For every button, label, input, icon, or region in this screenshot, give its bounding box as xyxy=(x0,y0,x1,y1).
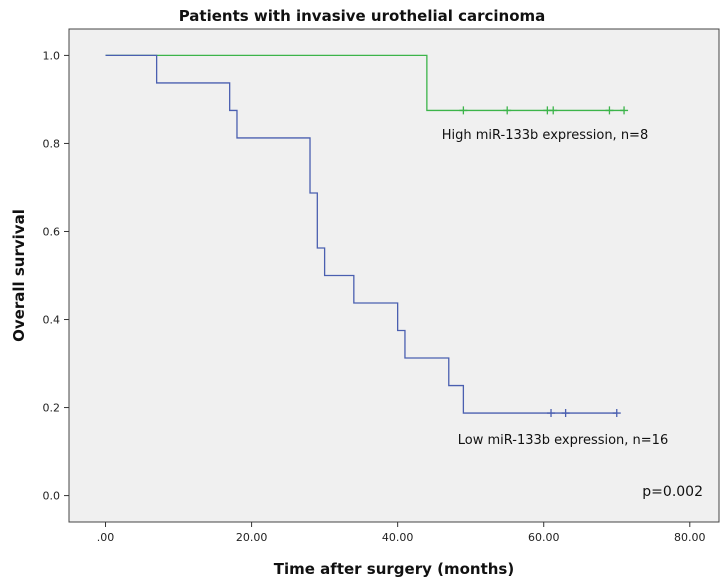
plot-area xyxy=(68,28,720,523)
censor-mark xyxy=(547,409,556,418)
x-tick-label: 20.00 xyxy=(236,531,268,544)
censor-mark xyxy=(612,409,621,418)
censor-mark xyxy=(459,106,468,115)
p-value-label: p=0.002 xyxy=(642,484,703,500)
x-tick-label: .00 xyxy=(97,531,115,544)
chart-title: Patients with invasive urothelial carcin… xyxy=(179,7,546,25)
x-tick-label: 80.00 xyxy=(674,531,706,544)
x-tick-label: 60.00 xyxy=(528,531,560,544)
x-axis: .00 20.00 40.00 60.00 80.00 xyxy=(97,522,706,544)
series-group: High miR-133b expression, n=8 Low miR-133… xyxy=(105,54,668,448)
y-axis: 0.0 0.2 0.4 0.6 0.8 1.0 xyxy=(43,49,69,503)
survival-curve-high xyxy=(105,54,625,112)
series-label: Low miR-133b expression, n=16 xyxy=(458,433,668,448)
y-tick-label: 0.6 xyxy=(43,225,61,238)
annotations: p=0.002 xyxy=(642,484,703,500)
censor-mark xyxy=(620,106,629,115)
censor-mark xyxy=(503,106,512,115)
survival-curve-low xyxy=(105,54,617,414)
series-label: High miR-133b expression, n=8 xyxy=(442,128,648,143)
x-tick-label: 40.00 xyxy=(382,531,414,544)
y-tick-label: 0.0 xyxy=(43,490,61,503)
y-tick-label: 1.0 xyxy=(43,49,61,62)
y-tick-label: 0.8 xyxy=(43,137,61,150)
x-axis-title: Time after surgery (months) xyxy=(274,560,514,578)
y-axis-title: Overall survival xyxy=(10,209,28,342)
censor-mark xyxy=(605,106,614,115)
y-tick-label: 0.4 xyxy=(43,314,61,327)
censor-mark xyxy=(549,106,558,115)
censor-mark xyxy=(561,409,570,418)
y-tick-label: 0.2 xyxy=(43,402,61,415)
